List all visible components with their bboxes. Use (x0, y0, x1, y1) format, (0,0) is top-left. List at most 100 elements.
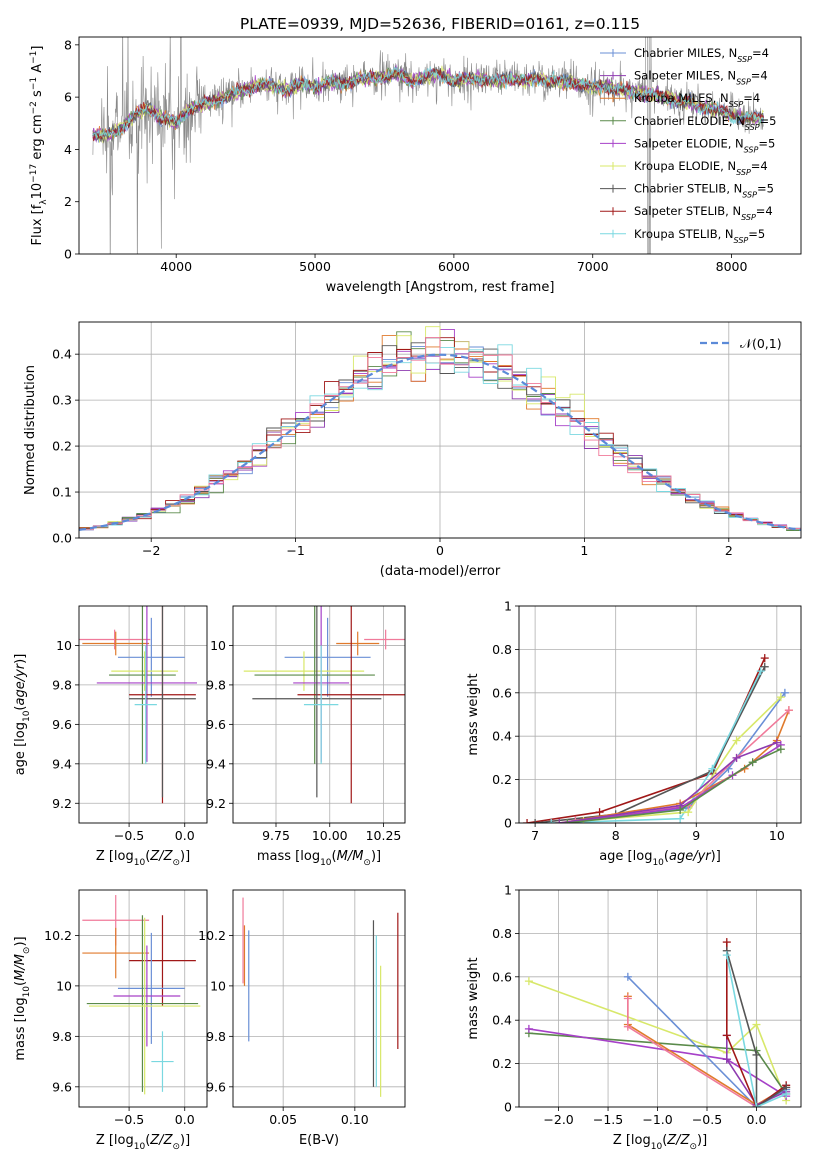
mass_vs_Z-frame (78, 889, 208, 1108)
series-line-kroupa-stelib (726, 954, 787, 1107)
legend-entry: Kroupa STELIB, NSSP=5 (634, 227, 765, 245)
y-tick-label: 10 (56, 638, 72, 653)
label-part: =4 (751, 159, 768, 173)
label-part: ⊙ (172, 1142, 180, 1152)
y-tick-label: 9.6 (52, 717, 72, 732)
x-tick-label: 10.00 (312, 828, 348, 843)
x-tick-label: 5000 (299, 259, 331, 274)
legend-entry: Kroupa MILES, NSSP=4 (634, 91, 760, 109)
x-tick-label: −1.0 (642, 1112, 672, 1127)
label-part: 10 (320, 858, 332, 868)
label-part: Kroupa ELODIE, N (634, 159, 736, 173)
label-part: A (30, 64, 45, 77)
label-part: )] (180, 1133, 190, 1148)
label-part: ( (13, 981, 28, 986)
label-part: ⊙ (689, 1142, 697, 1152)
residuals-axes: −2 −1 0 1 2 0.0 0.1 0.2 0.3 0.4 (52, 322, 801, 558)
label-part: =4 (751, 69, 768, 83)
spectrum-ylabel: Flux [fλ10−17 erg cm−2 s−1 A−1] (29, 46, 49, 246)
normal-curve-line (79, 353, 801, 531)
mass_vs_EBV-axes: 0.05 0.10 9.6 9.8 10 10.2 (198, 890, 405, 1127)
series-line-chabrier-stelib (726, 950, 787, 1107)
age_vs_mass-xlabel: mass [log10(M/M⊙)] (257, 849, 381, 868)
label-part: SSP (741, 213, 756, 222)
y-tick-label: 0.6 (492, 685, 512, 700)
y-tick-label: 0.6 (492, 969, 512, 984)
y-tick-label: 10.2 (198, 928, 226, 943)
label-part: mass [log (257, 849, 320, 864)
label-part: )] (13, 654, 28, 664)
label-part: ( (145, 1133, 150, 1148)
label-part: SSP (729, 100, 744, 109)
massweight_vs_age-xlabel: age [log10(age/yr)] (599, 849, 721, 868)
y-tick-label: 9.8 (52, 1029, 72, 1044)
label-part: Chabrier MILES, N (634, 46, 737, 60)
y-tick-label: 0.8 (492, 642, 512, 657)
y-tick-label: 9.2 (52, 796, 72, 811)
label-part: ( (664, 849, 669, 864)
age_vs_Z-frame (78, 605, 208, 824)
y-tick-label: 0 (504, 1100, 512, 1115)
label-part: =4 (743, 91, 760, 105)
legend-entry: Salpeter ELODIE, NSSP=5 (634, 136, 775, 154)
label-part: ( (662, 1133, 667, 1148)
series-line-kroupa-elodie (583, 696, 782, 822)
label-part: −2 (29, 101, 39, 114)
legend-entry: Salpeter MILES, NSSP=4 (634, 69, 768, 87)
label-part: ⊙ (363, 858, 371, 868)
label-part: Flux [f (30, 204, 45, 245)
age_vs_Z-axes: −0.5 0.0 9.2 9.4 9.6 9.8 10 (52, 606, 207, 843)
y-tick-label: 9.8 (52, 677, 72, 692)
x-tick-label: −2 (142, 543, 160, 558)
label-part: mass weight (466, 673, 481, 755)
label-part: ( (332, 849, 337, 864)
label-part: =5 (760, 114, 777, 128)
y-tick-label: 0.1 (52, 485, 72, 500)
y-tick-label: 0.2 (492, 772, 512, 787)
x-tick-label: 8 (612, 828, 620, 843)
y-tick-label: 4 (64, 142, 72, 157)
legend-entry: Chabrier STELIB, NSSP=5 (634, 182, 774, 200)
massweight_vs_age-plot (523, 654, 793, 823)
label-part: s (30, 90, 45, 101)
x-tick-label: 2 (725, 543, 733, 558)
label-part: −1 (29, 77, 39, 90)
mass_vs_Z-xlabel: Z [log10(Z/Z⊙)] (96, 1133, 190, 1152)
label-part: ( (13, 706, 28, 711)
x-tick-label: 0.0 (747, 1112, 767, 1127)
y-tick-label: 9.4 (52, 756, 72, 771)
x-tick-label: 0 (436, 543, 444, 558)
y-tick-label: 9.2 (206, 796, 226, 811)
massweight_vs_age-ylabel: mass weight (466, 673, 481, 755)
x-tick-label: −0.5 (692, 1112, 722, 1127)
label-part: =5 (757, 182, 774, 196)
label-part: )] (697, 1133, 707, 1148)
mass_vs_Z-plot (82, 895, 201, 1095)
y-tick-label: 0.8 (492, 926, 512, 941)
figure-title: PLATE=0939, MJD=52636, FIBERID=0161, z=0… (240, 15, 640, 33)
y-tick-label: 1 (504, 599, 512, 614)
label-part: 10 (22, 986, 32, 998)
label-part: 10 (651, 1142, 663, 1152)
label-part: mass [log (13, 997, 28, 1060)
residuals-frame (78, 321, 802, 539)
legend-entry: Chabrier MILES, NSSP=4 (634, 46, 769, 64)
label-part: Kroupa MILES, N (634, 91, 729, 105)
label-part: Chabrier STELIB, N (634, 182, 742, 196)
label-part: Chabrier ELODIE, N (634, 114, 745, 128)
mass_vs_EBV-frame (232, 889, 406, 1108)
series-line-salpeter-miles (559, 741, 778, 823)
label-part: )] (371, 849, 381, 864)
massweight_vs_Z-axes: −2.0 −1.5 −1.0 −0.5 0.0 0 0.2 0.4 0.6 0.8 1 (492, 883, 801, 1127)
label-part: Z/Z (149, 1133, 173, 1148)
y-tick-label: 0.2 (52, 439, 72, 454)
label-part: λ (39, 199, 49, 205)
label-part: Z/Z (666, 1133, 690, 1148)
legend-entry: Kroupa ELODIE, NSSP=4 (634, 159, 768, 177)
label-part: age [log (13, 722, 28, 775)
label-part: =5 (748, 227, 765, 241)
y-tick-label: 2 (64, 194, 72, 209)
age_vs_mass-axes: 9.75 10.00 10.25 9.2 9.4 9.6 9.8 10 (206, 606, 405, 843)
spectrum-plot (92, 37, 764, 254)
